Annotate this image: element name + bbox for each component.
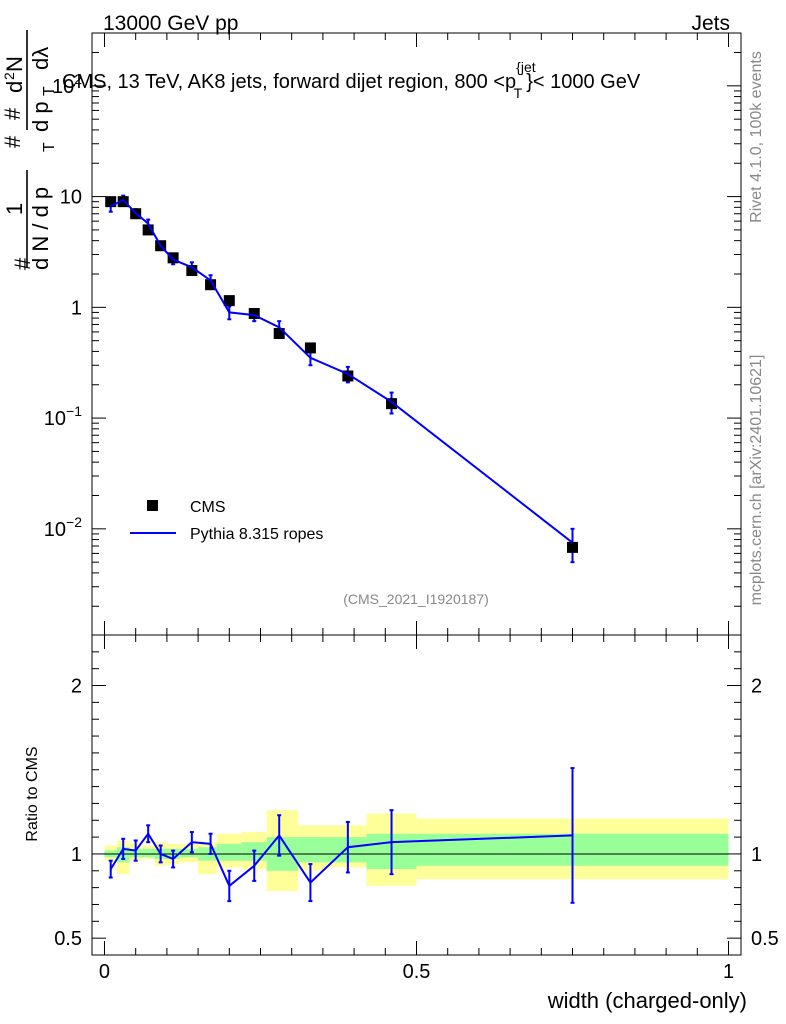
cms-data-point	[167, 252, 179, 264]
ylabel-dlambda: dλ	[28, 47, 53, 70]
legend-cms-marker	[147, 500, 158, 511]
cms-data-point	[304, 342, 316, 354]
main-ytick-label: 10−2	[44, 514, 82, 541]
ratio-ytick-label-right: 0.5	[751, 928, 779, 950]
ylabel-dpt: d p	[28, 101, 53, 132]
main-data-marks	[105, 194, 579, 564]
header-jets-label: Jets	[691, 12, 730, 35]
title-tail: }< 1000 GeV	[526, 71, 641, 93]
ylabel-dn-dpt: d N / d p	[28, 187, 53, 270]
ylabel-hash-1: #	[10, 257, 35, 270]
ratio-axes: 0.5 0.5 1 1 2 2 0 0.5 1	[54, 634, 779, 983]
cms-data-point	[142, 224, 154, 236]
ratio-ytick-label-right: 2	[751, 676, 762, 698]
mc-series-line	[110, 198, 574, 544]
legend: CMS Pythia 8.315 ropes	[130, 499, 323, 543]
main-frame	[91, 32, 742, 636]
main-ytick-label-base: 10	[60, 187, 82, 209]
cms-data-point	[186, 265, 198, 277]
ratio-series-line	[109, 831, 573, 888]
ratio-band-green	[179, 848, 199, 858]
ylabel-d2n-d: d	[2, 81, 27, 93]
main-ylabel: # 1 d N / d p T # # d 2 N d p T dλ	[0, 30, 58, 270]
cms-data-point	[386, 398, 398, 410]
cms-data-point	[273, 328, 285, 340]
ratio-band-green	[216, 843, 242, 861]
main-ytick-label-exp: 2	[74, 71, 82, 87]
main-ytick-label: 10−1	[44, 403, 82, 430]
ratio-band-green	[297, 837, 327, 863]
xtick-label: 1	[723, 961, 734, 983]
main-title: CMS, 13 TeV, AK8 jets, forward dijet reg…	[62, 59, 641, 101]
main-ytick-label: 1	[71, 297, 82, 319]
cms-data-point	[105, 196, 117, 208]
main-ytick-label: 10	[60, 187, 82, 209]
legend-pythia-label: Pythia 8.315 ropes	[190, 526, 323, 543]
xtick-label: 0	[99, 961, 110, 983]
title-subscript: T	[514, 85, 523, 101]
cms-data-point	[223, 295, 235, 307]
cms-data-point	[248, 307, 260, 319]
ratio-ylabel: Ratio to CMS	[24, 746, 41, 841]
ratio-ytick-label-left: 2	[71, 676, 82, 698]
main-ytick-label: 102	[52, 71, 82, 98]
ylabel-dpt-sub: T	[41, 86, 58, 96]
ratio-ytick-label-left: 1	[71, 844, 82, 866]
cms-data-point	[117, 196, 129, 208]
title-main-text: CMS, 13 TeV, AK8 jets, forward dijet reg…	[62, 71, 516, 93]
xlabel: width (charged-only)	[547, 988, 747, 1013]
ylabel-one: 1	[2, 203, 27, 215]
main-ytick-label-base: 10	[44, 519, 66, 541]
ratio-ytick-label-right: 1	[751, 844, 762, 866]
ylabel-hash-2: #	[0, 135, 25, 148]
rivet-version-label: Rivet 4.1.0, 100k events	[748, 51, 765, 223]
cms-data-point	[567, 541, 579, 553]
main-ytick-label-base: 10	[44, 408, 66, 430]
mcplots-label: mcplots.cern.ch [arXiv:2401.10621]	[748, 355, 765, 606]
main-ytick-label-exp: −2	[66, 514, 82, 530]
cms-data-point	[342, 370, 354, 382]
main-ytick-label-base: 1	[71, 297, 82, 319]
legend-cms-label: CMS	[190, 499, 226, 516]
ratio-data-marks	[108, 767, 575, 904]
header-energy-label: 13000 GeV pp	[103, 12, 238, 35]
ratio-ytick-label-left: 0.5	[54, 928, 82, 950]
cms-data-point	[205, 279, 217, 291]
ylabel-d2n-sup: 2	[1, 72, 17, 80]
ratio-band-green	[141, 848, 155, 858]
ratio-frame	[91, 634, 742, 956]
ylabel-d2n-tail: N	[2, 56, 27, 72]
main-ytick-label-exp: −1	[66, 403, 82, 419]
ylabel-hash-3: #	[0, 107, 25, 120]
xtick-label: 0.5	[403, 961, 431, 983]
title-superscript: {jet	[516, 59, 536, 75]
analysis-id-label: (CMS_2021_I1920187)	[343, 591, 489, 607]
main-ytick-label-base: 10	[52, 76, 74, 98]
ratio-uncertainty-bands	[104, 810, 729, 891]
ylabel-dn-dpt-sub: T	[41, 142, 58, 152]
